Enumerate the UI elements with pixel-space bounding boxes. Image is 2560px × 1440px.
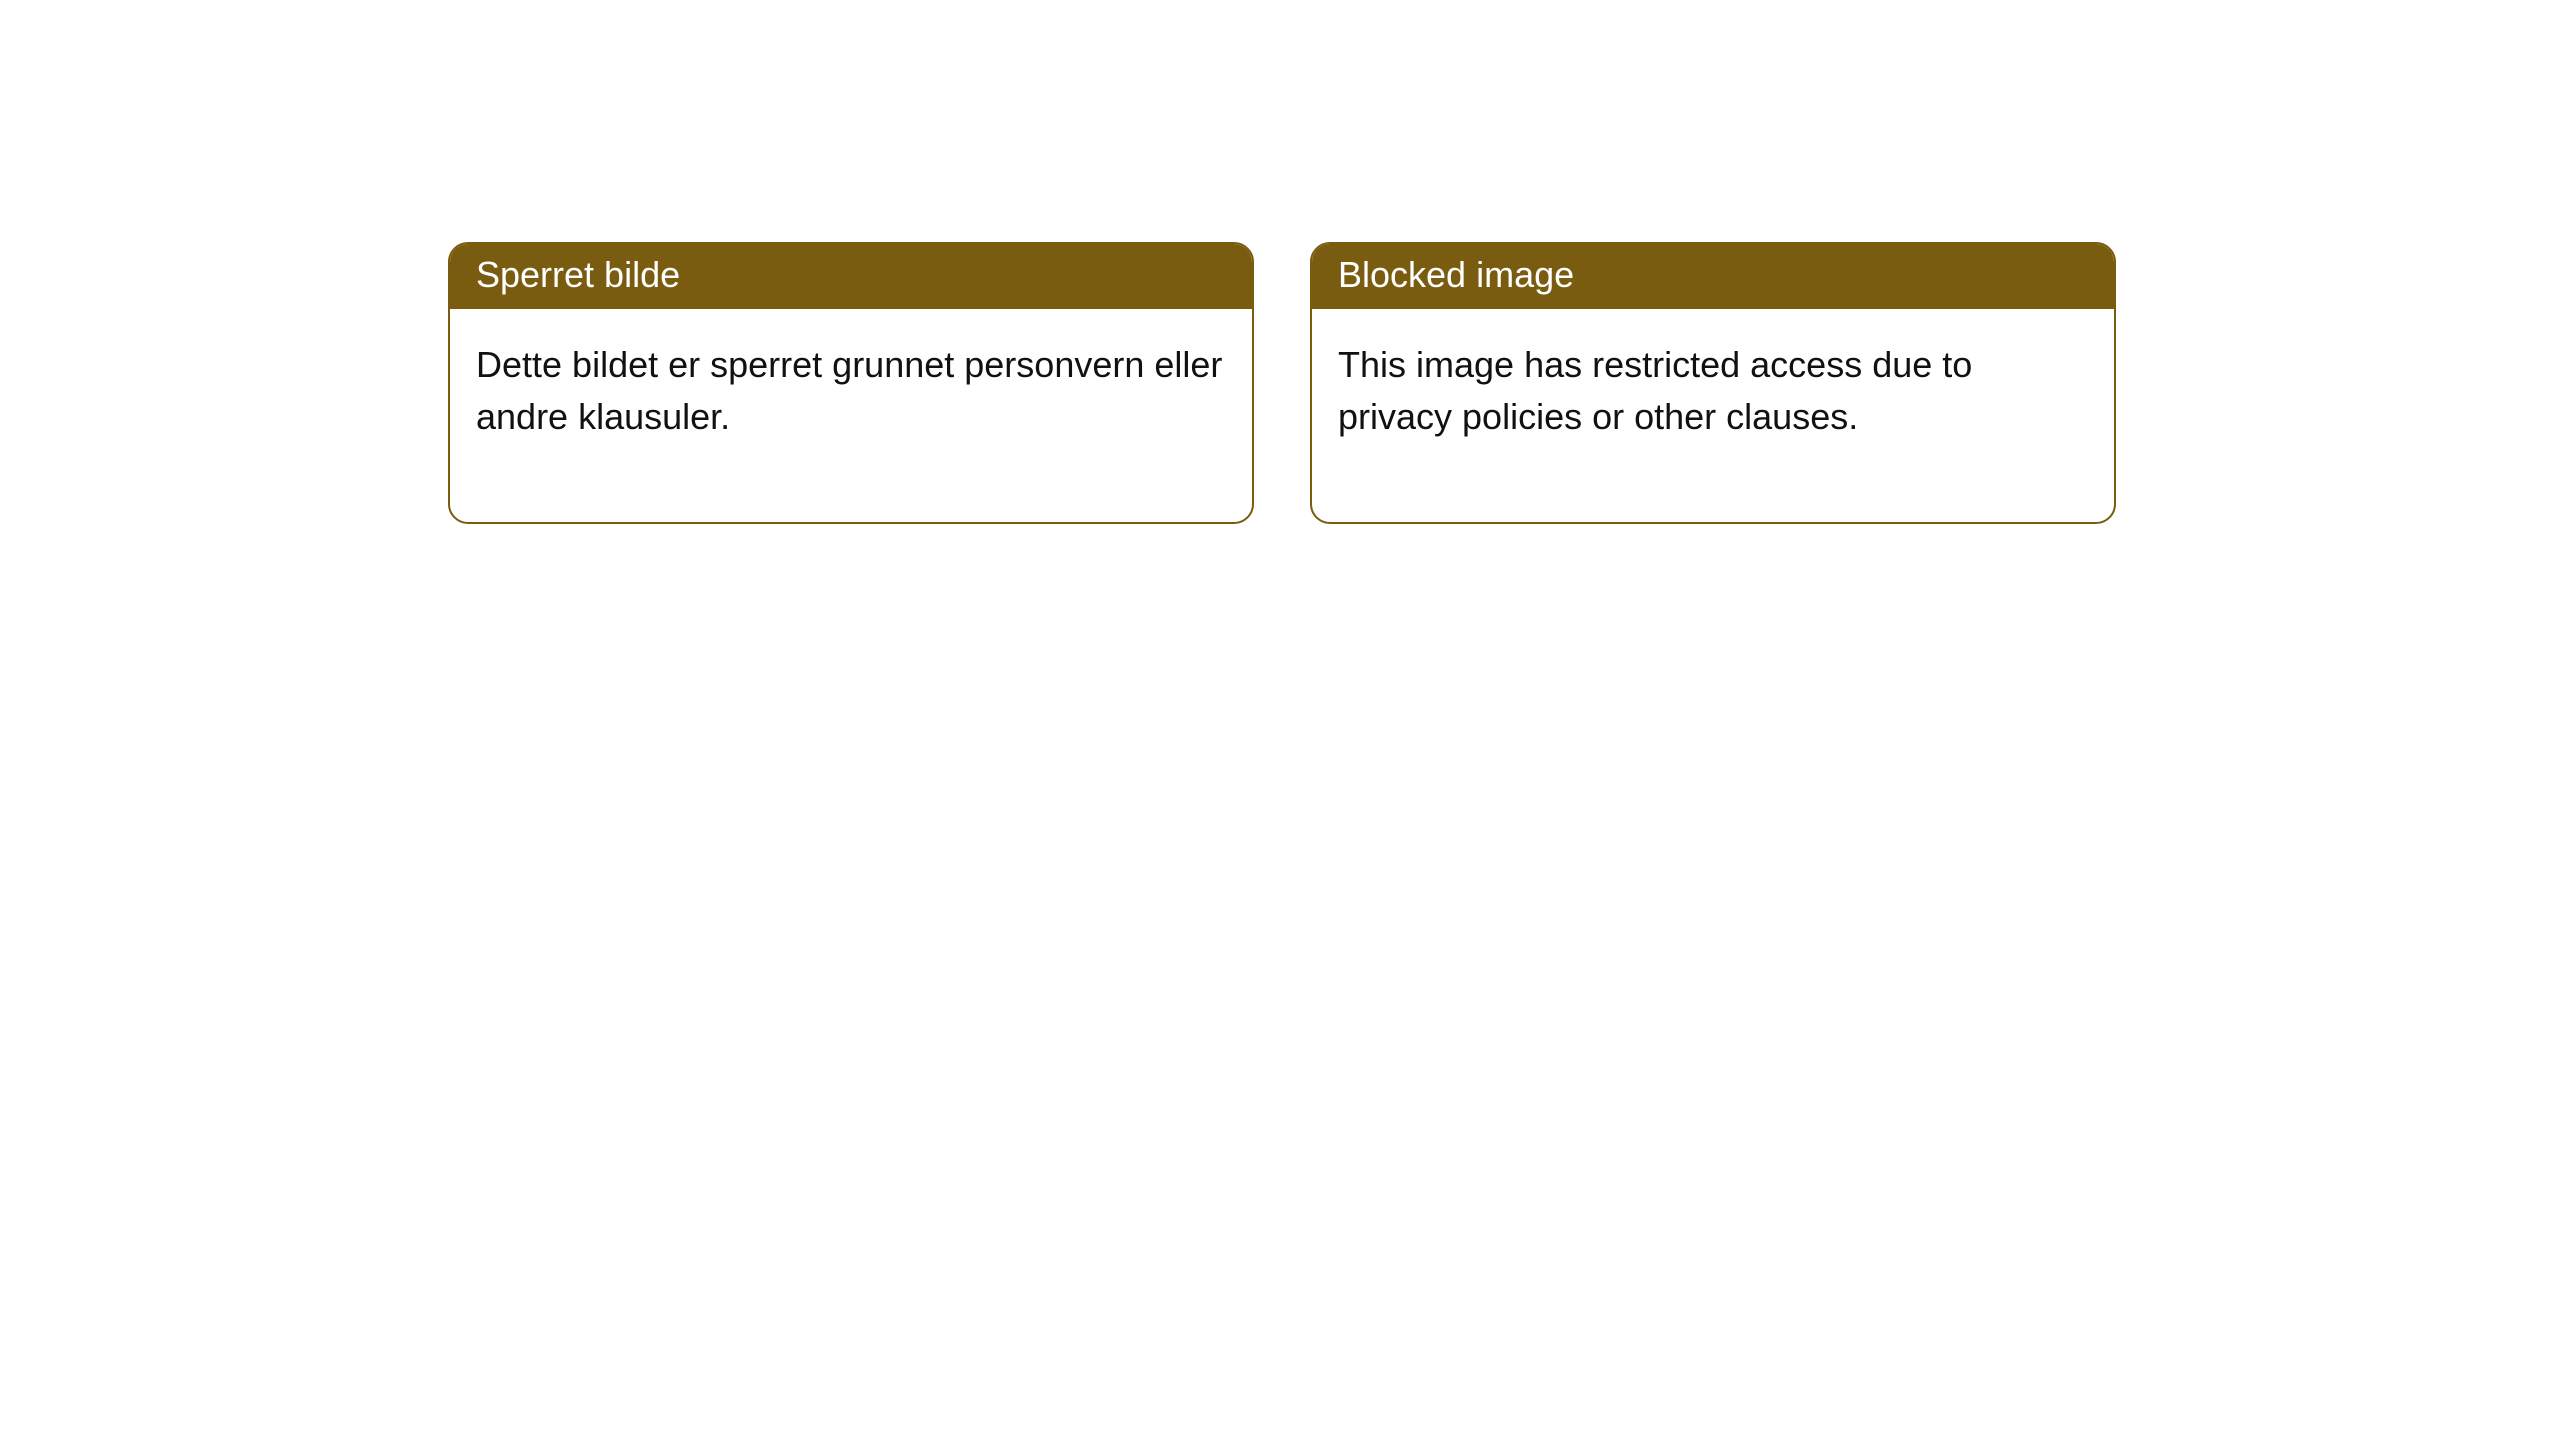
notice-card-english: Blocked image This image has restricted … [1310, 242, 2116, 524]
notice-body: Dette bildet er sperret grunnet personve… [450, 309, 1252, 523]
notice-body-text: Dette bildet er sperret grunnet personve… [476, 344, 1222, 437]
notice-header: Blocked image [1312, 244, 2114, 309]
notice-card-norwegian: Sperret bilde Dette bildet er sperret gr… [448, 242, 1254, 524]
notice-title: Sperret bilde [476, 254, 680, 295]
notice-container: Sperret bilde Dette bildet er sperret gr… [0, 0, 2560, 524]
notice-body-text: This image has restricted access due to … [1338, 344, 1972, 437]
notice-header: Sperret bilde [450, 244, 1252, 309]
notice-body: This image has restricted access due to … [1312, 309, 2114, 523]
notice-title: Blocked image [1338, 254, 1574, 295]
